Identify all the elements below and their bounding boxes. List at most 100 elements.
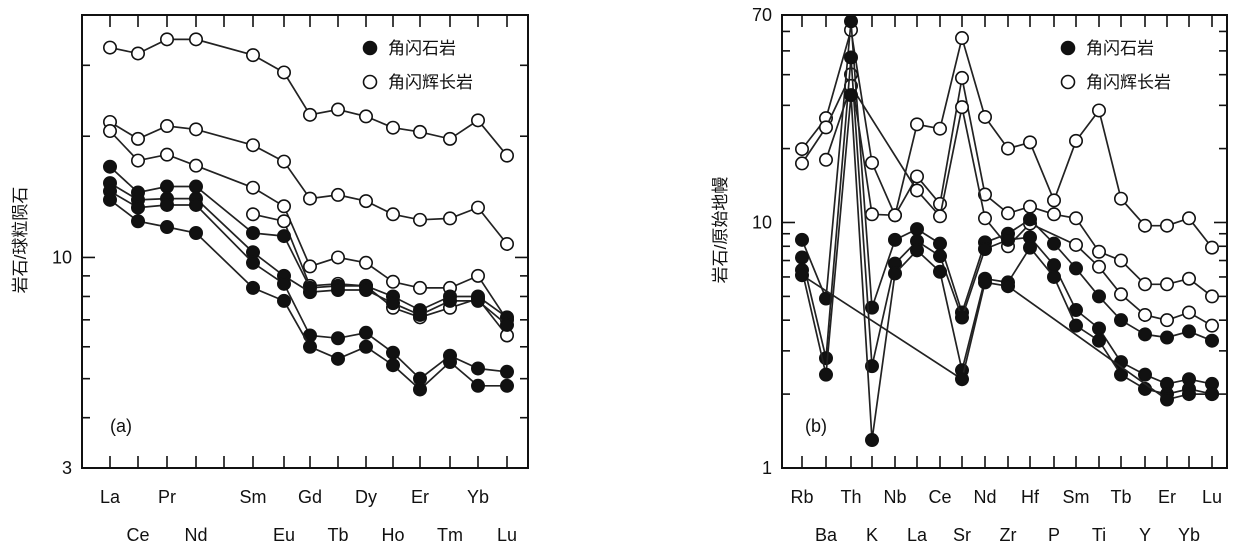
data-point-filled-a — [189, 179, 204, 194]
data-point-open-a — [470, 200, 485, 215]
legend-label-a: 角闪辉长岩 — [388, 73, 473, 92]
data-point-filled-b — [1205, 387, 1220, 402]
data-point-filled-a — [442, 293, 457, 308]
data-point-open-a — [330, 102, 345, 117]
data-point-open-b — [1092, 259, 1107, 274]
data-point-filled-b — [909, 243, 924, 258]
legend-marker-a — [362, 74, 378, 90]
x-tick-label-a: Nd — [184, 525, 207, 545]
y-tick-label-a: 3 — [62, 458, 72, 478]
legend-label-b: 角闪石岩 — [1086, 39, 1154, 58]
data-point-filled-b — [1022, 212, 1037, 227]
x-tick-label-a: La — [100, 487, 121, 507]
data-point-open-a — [131, 46, 146, 61]
panel-label-a: (a) — [110, 416, 132, 436]
data-point-filled-b — [932, 264, 947, 279]
x-tick-label-a: Pr — [158, 487, 176, 507]
data-point-filled-b — [794, 232, 809, 247]
data-point-open-b — [864, 207, 879, 222]
data-point-filled-b — [1205, 333, 1220, 348]
data-point-open-a — [442, 211, 457, 226]
x-tick-label-a: Gd — [298, 487, 322, 507]
data-point-filled-a — [160, 197, 175, 212]
data-point-filled-a — [302, 339, 317, 354]
data-point-filled-a — [302, 285, 317, 300]
data-point-open-b — [1114, 253, 1129, 268]
x-tick-label-a: Tm — [437, 525, 463, 545]
data-point-filled-a — [189, 226, 204, 241]
data-point-open-b — [932, 209, 947, 224]
data-point-open-b — [1160, 218, 1175, 233]
x-tick-label-b: Rb — [790, 487, 813, 507]
data-point-open-a — [385, 207, 400, 222]
data-point-open-a — [246, 180, 261, 195]
y-axis-title-b: 岩石/原始地幔 — [711, 177, 730, 284]
data-point-filled-b — [1000, 232, 1015, 247]
data-point-open-a — [160, 119, 175, 134]
data-point-open-a — [131, 131, 146, 146]
data-point-filled-b — [932, 236, 947, 251]
data-point-filled-b — [1047, 258, 1062, 273]
data-point-filled-a — [385, 296, 400, 311]
x-tick-label-b: Tb — [1110, 487, 1131, 507]
data-point-filled-b — [1138, 367, 1153, 382]
data-point-open-b — [909, 169, 924, 184]
x-tick-label-b: Zr — [1000, 525, 1017, 545]
data-point-filled-b — [794, 250, 809, 265]
data-point-open-a — [385, 274, 400, 289]
data-point-filled-b — [1092, 333, 1107, 348]
data-point-open-a — [499, 148, 514, 163]
data-point-filled-b — [954, 310, 969, 325]
data-point-filled-b — [977, 241, 992, 256]
data-point-open-b — [1022, 199, 1037, 214]
data-point-open-a — [358, 109, 373, 124]
x-tick-label-a: Eu — [273, 525, 295, 545]
data-point-filled-a — [499, 364, 514, 379]
data-point-filled-b — [1047, 236, 1062, 251]
data-point-filled-a — [103, 192, 118, 207]
data-point-open-a — [470, 268, 485, 283]
x-tick-label-b: K — [866, 525, 878, 545]
data-point-open-b — [1047, 207, 1062, 222]
data-point-filled-a — [470, 361, 485, 376]
data-point-open-a — [302, 191, 317, 206]
data-point-open-a — [302, 107, 317, 122]
data-point-filled-a — [330, 283, 345, 298]
series-line-a — [252, 213, 508, 337]
data-point-open-a — [412, 212, 427, 227]
data-point-filled-b — [864, 359, 879, 374]
data-point-open-b — [794, 142, 809, 157]
data-point-open-b — [1069, 133, 1084, 148]
data-point-filled-b — [1114, 313, 1129, 328]
data-point-open-b — [909, 117, 924, 132]
data-point-open-a — [412, 280, 427, 295]
y-tick-label-b: 70 — [752, 5, 772, 25]
data-point-open-a — [160, 147, 175, 162]
data-point-open-a — [131, 153, 146, 168]
legend-label-a: 角闪石岩 — [388, 39, 456, 58]
legend-marker-a — [362, 40, 378, 56]
data-point-open-a — [189, 122, 204, 137]
data-point-filled-a — [470, 378, 485, 393]
data-point-filled-b — [794, 268, 809, 283]
x-tick-label-b: Hf — [1021, 487, 1040, 507]
data-point-open-b — [1182, 305, 1197, 320]
data-point-filled-b — [932, 249, 947, 264]
data-point-filled-a — [246, 226, 261, 241]
data-point-open-a — [189, 32, 204, 47]
x-tick-label-a: Lu — [497, 525, 517, 545]
data-point-filled-a — [385, 358, 400, 373]
data-point-filled-b — [1047, 269, 1062, 284]
data-point-filled-b — [818, 367, 833, 382]
data-point-filled-b — [1160, 330, 1175, 345]
y-tick-label-b: 10 — [752, 212, 772, 232]
data-point-filled-a — [412, 382, 427, 397]
data-point-open-a — [246, 48, 261, 63]
data-point-open-a — [103, 124, 118, 139]
data-point-open-b — [1160, 277, 1175, 292]
data-point-filled-a — [412, 307, 427, 322]
x-tick-label-b: Nd — [973, 487, 996, 507]
x-tick-label-a: Yb — [467, 487, 489, 507]
